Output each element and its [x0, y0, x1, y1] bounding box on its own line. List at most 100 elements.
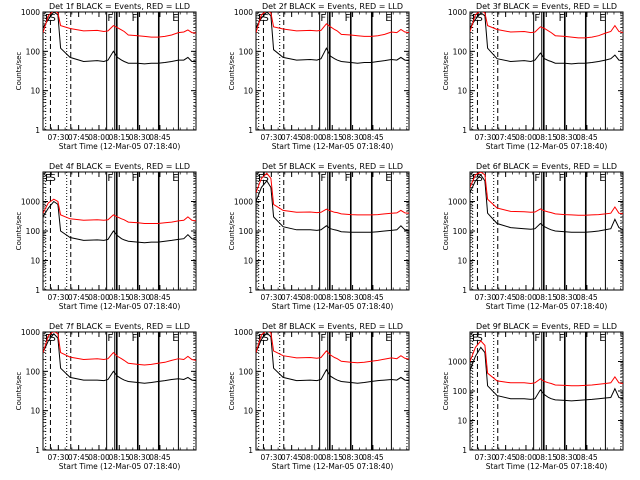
y-tick-label: 10 — [30, 87, 40, 96]
x-tick-label: 07:30 — [475, 293, 497, 302]
y-axis-label: Counts/sec — [15, 212, 23, 251]
panel-8: Det 8f BLACK = Events, RED = LLD 1 10 100 10… — [228, 322, 410, 471]
y-tick-label: 100 — [26, 227, 41, 236]
series-line-events — [256, 12, 409, 64]
panel-title: Det 1f BLACK = Events, RED = LLD — [49, 2, 190, 11]
x-axis-label: Start Time (12-Mar-05 07:18:40) — [59, 462, 181, 471]
region-label: S — [476, 13, 482, 24]
y-tick-label: 10 — [30, 257, 40, 266]
x-tick-label: 08:45 — [149, 133, 171, 142]
y-axis-label: Counts/sec — [15, 52, 23, 91]
panel-6: Det 6f BLACK = Events, RED = LLD 1 10 100 10… — [442, 162, 624, 311]
y-tick-label: 100 — [239, 367, 254, 376]
region-label: S — [476, 173, 482, 184]
x-tick-label: 07:30 — [48, 453, 70, 462]
x-tick-label: 08:30 — [556, 293, 578, 302]
x-tick-label: 08:30 — [129, 133, 151, 142]
y-tick-label: 1 — [35, 126, 40, 135]
x-tick-label: 07:30 — [261, 453, 283, 462]
region-label: F — [132, 333, 138, 344]
region-label: F — [320, 13, 326, 24]
x-tick-label: 07:45 — [68, 133, 90, 142]
panel-9: Det 9f BLACK = Events, RED = LLD 1 10 100 10… — [442, 322, 624, 471]
region-label: S — [49, 13, 55, 24]
y-tick-label: 10 — [457, 257, 467, 266]
y-tick-label: 1000 — [448, 8, 467, 17]
x-tick-label: 08:15 — [535, 453, 557, 462]
y-tick-label: 1 — [35, 446, 40, 455]
x-tick-label: 07:30 — [48, 133, 70, 142]
y-tick-label: 100 — [239, 47, 254, 56]
x-tick-label: 08:00 — [301, 453, 323, 462]
region-label: E — [472, 173, 478, 184]
y-tick-label: 100 — [453, 47, 468, 56]
region-label: S — [262, 13, 268, 24]
y-tick-label: 10 — [457, 417, 467, 426]
panel-5: Det 5f BLACK = Events, RED = LLD 1 10 100 10… — [228, 162, 410, 311]
series-line-events — [470, 12, 623, 65]
y-tick-label: 1 — [462, 446, 467, 455]
x-tick-label: 08:45 — [149, 453, 171, 462]
region-label: E — [472, 13, 478, 24]
x-tick-label: 07:45 — [281, 453, 303, 462]
y-tick-label: 1000 — [234, 8, 253, 17]
y-axis-label: Counts/sec — [15, 372, 23, 411]
y-tick-label: 100 — [453, 227, 468, 236]
x-tick-label: 08:00 — [88, 293, 110, 302]
panel-title: Det 8f BLACK = Events, RED = LLD — [262, 322, 403, 331]
x-tick-label: 07:45 — [281, 293, 303, 302]
x-tick-label: 08:15 — [535, 293, 557, 302]
x-tick-label: 08:30 — [342, 133, 364, 142]
region-label: E — [45, 333, 51, 344]
x-axis-label: Start Time (12-Mar-05 07:18:40) — [59, 142, 181, 151]
y-tick-label: 100 — [26, 367, 41, 376]
x-tick-label: 08:15 — [108, 453, 130, 462]
x-tick-label: 07:45 — [68, 293, 90, 302]
y-axis-label: Counts/sec — [228, 372, 236, 411]
panel-1: Det 1f BLACK = Events, RED = LLD 1 10 100 10… — [15, 2, 197, 151]
region-label: S — [476, 333, 482, 344]
x-tick-label: 08:45 — [362, 133, 384, 142]
y-tick-label: 10 — [30, 407, 40, 416]
region-label: F — [320, 173, 326, 184]
region-label: F — [345, 13, 351, 24]
x-tick-label: 07:30 — [48, 293, 70, 302]
region-label: E — [172, 13, 178, 24]
x-tick-label: 08:00 — [88, 453, 110, 462]
x-tick-label: 08:45 — [149, 293, 171, 302]
x-tick-label: 08:00 — [515, 133, 537, 142]
region-label: E — [385, 13, 391, 24]
x-tick-label: 07:30 — [475, 133, 497, 142]
y-tick-label: 1 — [35, 286, 40, 295]
series-line-events — [470, 346, 623, 402]
region-label: E — [45, 13, 51, 24]
series-line-lld — [470, 340, 623, 387]
region-label: E — [385, 173, 391, 184]
region-label: E — [172, 333, 178, 344]
x-tick-label: 08:15 — [108, 133, 130, 142]
panel-title: Det 9f BLACK = Events, RED = LLD — [476, 322, 617, 331]
x-tick-label: 07:45 — [495, 293, 517, 302]
region-label: F — [559, 13, 565, 24]
region-label: F — [107, 173, 113, 184]
series-line-lld — [43, 198, 196, 224]
region-label: E — [599, 13, 605, 24]
panel-title: Det 6f BLACK = Events, RED = LLD — [476, 162, 617, 171]
region-label: E — [472, 333, 478, 344]
region-label: F — [534, 13, 540, 24]
x-tick-label: 08:45 — [362, 293, 384, 302]
x-tick-label: 08:15 — [321, 293, 343, 302]
x-tick-label: 08:30 — [342, 453, 364, 462]
region-label: F — [559, 333, 565, 344]
series-line-lld — [256, 172, 409, 216]
panel-3: Det 3f BLACK = Events, RED = LLD 1 10 100 10… — [442, 2, 624, 151]
x-axis-label: Start Time (12-Mar-05 07:18:40) — [272, 142, 394, 151]
x-tick-label: 07:45 — [68, 453, 90, 462]
region-label: F — [534, 173, 540, 184]
series-line-lld — [43, 332, 196, 366]
y-tick-label: 1000 — [21, 8, 40, 17]
region-label: E — [45, 173, 51, 184]
x-tick-label: 08:15 — [535, 133, 557, 142]
region-label: F — [132, 13, 138, 24]
